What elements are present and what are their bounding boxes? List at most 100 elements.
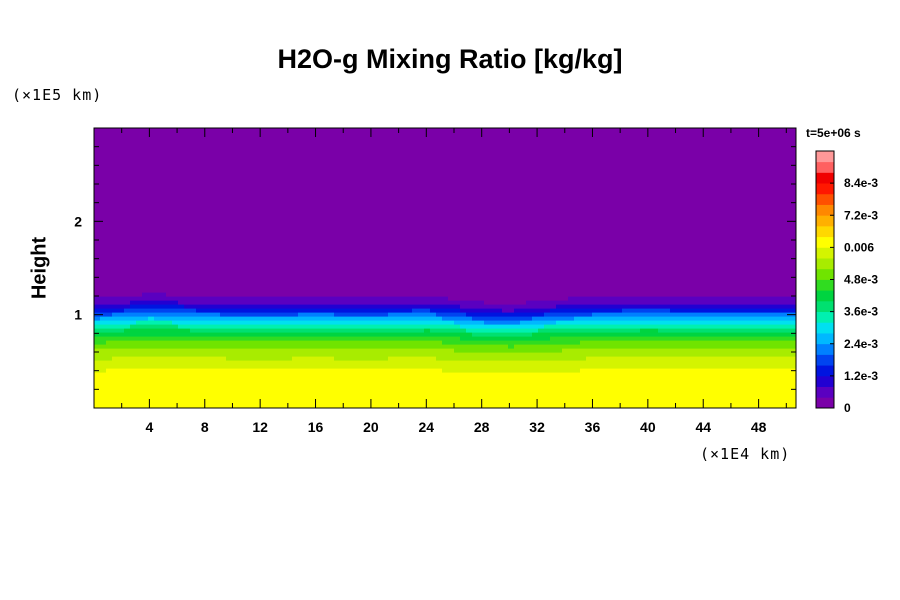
- heatmap-cell: [394, 360, 401, 365]
- heatmap-cell: [616, 352, 623, 357]
- heatmap-cell: [712, 304, 719, 309]
- heatmap-cell: [790, 304, 796, 309]
- heatmap-cell: [202, 384, 209, 389]
- heatmap-cell: [634, 352, 641, 357]
- heatmap-cell: [454, 380, 461, 385]
- heatmap-cell: [424, 352, 431, 357]
- heatmap-cell: [148, 340, 155, 345]
- heatmap-cell: [454, 292, 461, 297]
- heatmap-cell: [124, 368, 131, 373]
- heatmap-cell: [364, 368, 371, 373]
- heatmap-cell: [496, 336, 503, 341]
- heatmap-cell: [484, 340, 491, 345]
- heatmap-cell: [220, 328, 227, 333]
- heatmap-cell: [712, 332, 719, 337]
- colorbar-segment: [816, 279, 834, 291]
- heatmap-cell: [712, 404, 719, 408]
- heatmap-cell: [196, 340, 203, 345]
- heatmap-cell: [196, 360, 203, 365]
- heatmap-cell: [484, 328, 491, 333]
- heatmap-cell: [382, 320, 389, 325]
- heatmap-cell: [664, 324, 671, 329]
- colorbar-segment: [816, 386, 834, 398]
- heatmap-cell: [286, 316, 293, 321]
- heatmap-cell: [760, 360, 767, 365]
- heatmap-cell: [778, 340, 785, 345]
- heatmap-cell: [448, 380, 455, 385]
- heatmap-cell: [94, 396, 101, 401]
- heatmap-cell: [628, 352, 635, 357]
- heatmap-cell: [592, 384, 599, 389]
- heatmap-cell: [352, 344, 359, 349]
- heatmap-cell: [112, 384, 119, 389]
- heatmap-cell: [190, 372, 197, 377]
- heatmap-cell: [190, 308, 197, 313]
- colorbar-tick-label: 7.2e-3: [844, 208, 878, 222]
- heatmap-cell: [490, 356, 497, 361]
- heatmap-cell: [124, 296, 131, 301]
- heatmap-cell: [154, 388, 161, 393]
- heatmap-cell: [484, 368, 491, 373]
- heatmap-cell: [670, 300, 677, 305]
- heatmap-cell: [604, 304, 611, 309]
- heatmap-cell: [688, 292, 695, 297]
- heatmap-cell: [388, 372, 395, 377]
- heatmap-cell: [418, 356, 425, 361]
- heatmap-cell: [526, 364, 533, 369]
- heatmap-cell: [442, 340, 449, 345]
- heatmap-cell: [388, 324, 395, 329]
- heatmap-cell: [448, 384, 455, 389]
- heatmap-cell: [610, 344, 617, 349]
- heatmap-cell: [220, 380, 227, 385]
- heatmap-cell: [292, 400, 299, 405]
- heatmap-cell: [688, 308, 695, 313]
- heatmap-cell: [376, 344, 383, 349]
- heatmap-cell: [358, 312, 365, 317]
- heatmap-cell: [754, 292, 761, 297]
- heatmap-cell: [736, 388, 743, 393]
- heatmap-cell: [178, 320, 185, 325]
- heatmap-cell: [448, 324, 455, 329]
- heatmap-cell: [430, 364, 437, 369]
- heatmap-cell: [760, 336, 767, 341]
- heatmap-cell: [628, 336, 635, 341]
- heatmap-cell: [514, 384, 521, 389]
- heatmap-cell: [376, 332, 383, 337]
- heatmap-cell: [694, 328, 701, 333]
- heatmap-cell: [340, 352, 347, 357]
- heatmap-cell: [562, 304, 569, 309]
- heatmap-cell: [430, 336, 437, 341]
- heatmap-cell: [256, 324, 263, 329]
- heatmap-cell: [676, 360, 683, 365]
- heatmap-cell: [256, 392, 263, 397]
- heatmap-cell: [208, 364, 215, 369]
- heatmap-cell: [634, 332, 641, 337]
- y-scale-label: (×1E5 km): [12, 86, 103, 104]
- heatmap-cell: [460, 348, 467, 353]
- heatmap-cell: [190, 312, 197, 317]
- heatmap-cell: [772, 304, 779, 309]
- heatmap-cell: [250, 384, 257, 389]
- heatmap-cell: [166, 332, 173, 337]
- heatmap-cell: [610, 392, 617, 397]
- heatmap-cell: [442, 400, 449, 405]
- heatmap-cell: [706, 332, 713, 337]
- heatmap-cell: [616, 376, 623, 381]
- heatmap-cell: [712, 288, 719, 293]
- heatmap-cell: [556, 320, 563, 325]
- heatmap-cell: [754, 352, 761, 357]
- heatmap-cell: [328, 388, 335, 393]
- heatmap-cell: [778, 348, 785, 353]
- heatmap-cell: [592, 296, 599, 301]
- heatmap-cell: [748, 396, 755, 401]
- heatmap-cell: [580, 336, 587, 341]
- heatmap-cell: [376, 348, 383, 353]
- heatmap-cell: [616, 312, 623, 317]
- heatmap-cell: [580, 396, 587, 401]
- heatmap-cell: [346, 392, 353, 397]
- heatmap-cell: [592, 332, 599, 337]
- heatmap-cell: [286, 404, 293, 408]
- heatmap-cell: [352, 388, 359, 393]
- heatmap-cell: [436, 380, 443, 385]
- heatmap-cell: [730, 348, 737, 353]
